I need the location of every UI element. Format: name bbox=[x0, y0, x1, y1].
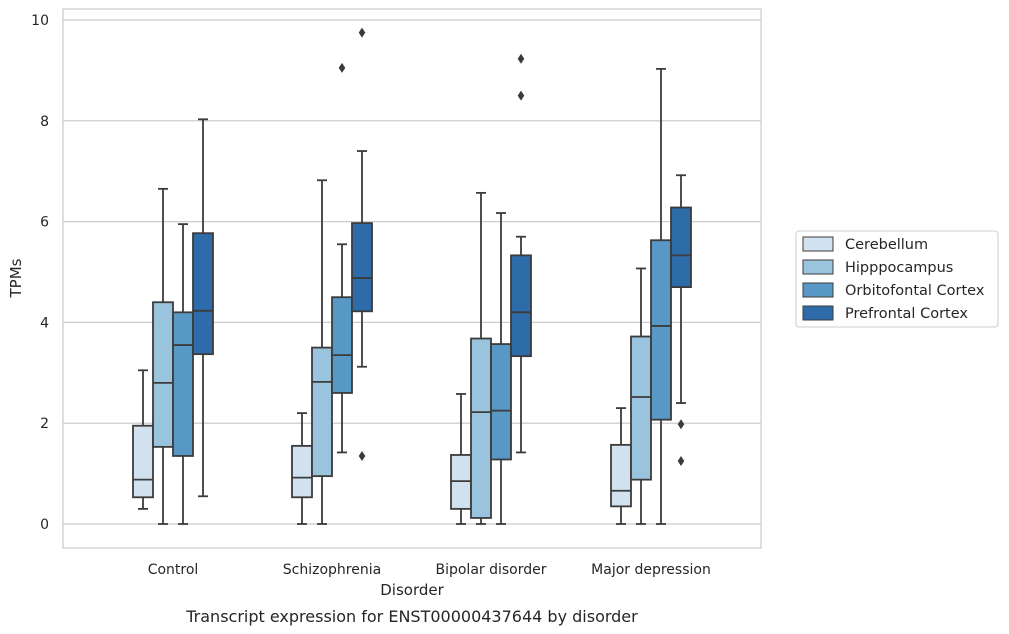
y-tick-label-0: 0 bbox=[40, 517, 49, 533]
x-axis-ticks: Control Schizophrenia Bipolar disorder Majo… bbox=[148, 562, 711, 578]
outlier-1 bbox=[517, 90, 525, 101]
outlier-1 bbox=[677, 456, 685, 466]
legend-swatch-4 bbox=[802, 305, 834, 321]
box-2-1 bbox=[152, 187, 174, 525]
box-body bbox=[291, 444, 313, 499]
x-tick-label-1: Control bbox=[148, 562, 199, 578]
outlier-1 bbox=[358, 450, 366, 461]
box-body bbox=[610, 443, 632, 508]
y-tick-label-8: 8 bbox=[40, 114, 49, 130]
box-3-4 bbox=[650, 67, 672, 525]
box-4-3 bbox=[510, 53, 532, 454]
x-tick-label-2: Schizophrenia bbox=[283, 562, 381, 578]
y-tick-label-2: 2 bbox=[40, 416, 49, 432]
legend-label-1: Cerebellum bbox=[845, 237, 928, 253]
box-body bbox=[490, 343, 512, 461]
box-body bbox=[311, 346, 333, 478]
box-body bbox=[132, 424, 154, 499]
y-tick-label-10: 10 bbox=[31, 13, 49, 29]
y-tick-label-4: 4 bbox=[40, 315, 49, 331]
legend: Cerebellum Hipppocampus Orbitofontal Corte… bbox=[795, 230, 999, 328]
legend-swatch-2 bbox=[802, 259, 834, 275]
box-body bbox=[650, 239, 672, 421]
legend-swatch-1 bbox=[802, 236, 834, 252]
boxes-layer bbox=[132, 27, 692, 525]
box-body bbox=[351, 222, 373, 313]
box-4-4 bbox=[670, 174, 692, 466]
legend-swatch-3 bbox=[802, 282, 834, 298]
x-axis-title: Disorder bbox=[380, 581, 444, 599]
box-4-1 bbox=[192, 118, 214, 498]
outlier-2 bbox=[358, 27, 366, 38]
box-1-3 bbox=[450, 393, 472, 525]
box-1-1 bbox=[132, 369, 154, 510]
legend-label-4: Prefrontal Cortex bbox=[845, 306, 968, 322]
outlier-2 bbox=[517, 53, 525, 64]
box-body bbox=[192, 232, 214, 356]
box-body bbox=[331, 296, 353, 394]
box-body bbox=[470, 337, 492, 519]
outlier-2 bbox=[677, 419, 685, 430]
box-3-3 bbox=[490, 212, 512, 525]
box-3-2 bbox=[331, 62, 353, 454]
box-3-1 bbox=[172, 223, 194, 525]
y-axis-title: TPMs bbox=[7, 258, 25, 298]
x-tick-label-3: Bipolar disorder bbox=[435, 562, 546, 578]
box-body bbox=[152, 301, 174, 448]
x-tick-label-4: Major depression bbox=[591, 562, 711, 578]
box-2-2 bbox=[311, 179, 333, 525]
legend-label-2: Hipppocampus bbox=[845, 260, 953, 276]
y-tick-label-6: 6 bbox=[40, 215, 49, 231]
legend-label-3: Orbitofontal Cortex bbox=[845, 283, 985, 299]
box-body bbox=[172, 311, 194, 457]
y-axis-ticks: 0 2 4 6 8 10 bbox=[31, 13, 49, 533]
plot-frame bbox=[62, 8, 762, 549]
chart-caption: Transcript expression for ENST0000043764… bbox=[185, 607, 638, 626]
box-4-2 bbox=[351, 27, 373, 461]
box-body bbox=[670, 206, 692, 289]
box-body bbox=[630, 335, 652, 481]
legend-frame bbox=[795, 230, 999, 328]
box-body bbox=[510, 254, 532, 358]
outlier-1 bbox=[338, 62, 346, 73]
